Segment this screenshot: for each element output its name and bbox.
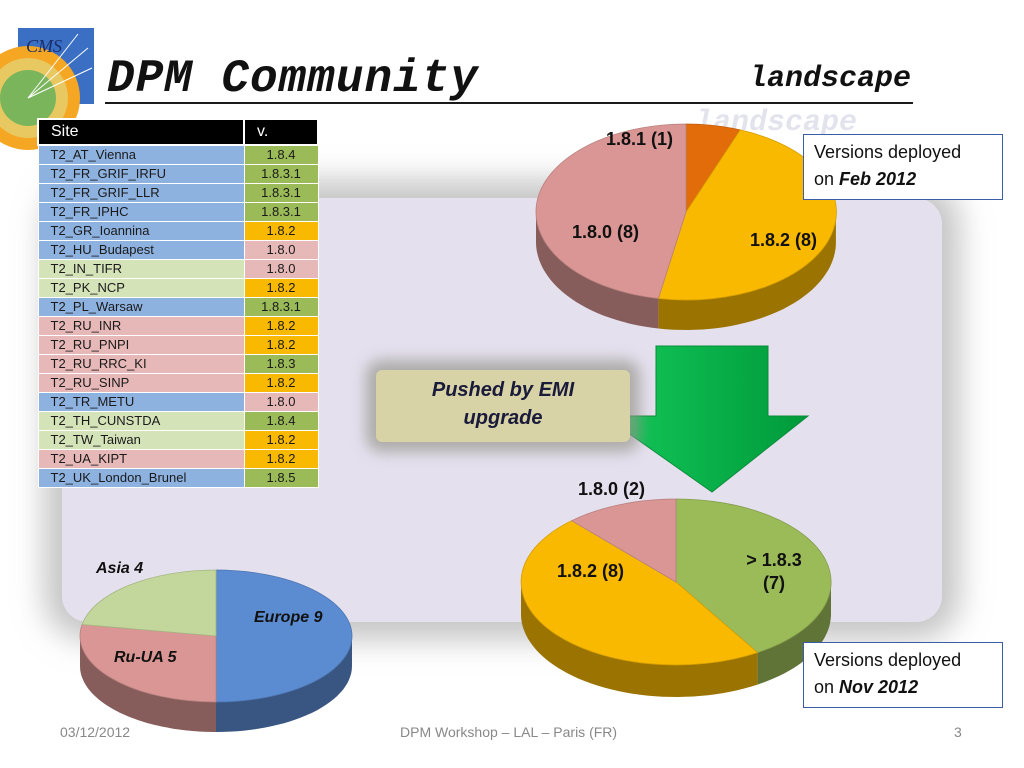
pie-region-label-europe: Europe 9 xyxy=(254,609,323,626)
site-cell: T2_TR_METU xyxy=(37,392,245,412)
callout-nov-line1: Versions deployed xyxy=(814,650,962,670)
cms-logo: CMS xyxy=(0,28,94,150)
table-header-row: Site v. xyxy=(37,118,319,146)
site-cell: T2_FR_GRIF_LLR xyxy=(37,183,245,203)
emi-line2: upgrade xyxy=(463,407,543,429)
title-sub: landscape xyxy=(748,62,911,96)
pie-feb-side-2 xyxy=(536,212,659,329)
emi-upgrade-box: Pushed by EMI upgrade xyxy=(376,370,630,442)
version-cell: 1.8.3.1 xyxy=(243,183,319,203)
pie-feb-label-181: 1.8.1 (1) xyxy=(606,129,674,149)
callout-feb-line2: on Feb 2012 xyxy=(814,166,992,193)
pie-nov-side-0 xyxy=(757,584,831,685)
pie-nov-label-182: 1.8.2 (8) xyxy=(557,561,625,581)
site-cell: T2_IN_TIFR xyxy=(37,259,245,279)
pie-nov-label-183-line2: (7) xyxy=(763,573,785,593)
table-row: T2_UK_London_Brunel 1.8.5 xyxy=(37,468,319,488)
site-cell: T2_HU_Budapest xyxy=(37,240,245,260)
version-cell: 1.8.0 xyxy=(243,259,319,279)
pie-region-side-1 xyxy=(80,636,216,732)
sites-table-body: T2_AT_Vienna 1.8.4 T2_FR_GRIF_IRFU 1.8.3.1 T… xyxy=(37,144,319,488)
table-row: T2_PL_Warsaw 1.8.3.1 xyxy=(37,297,319,317)
version-cell: 1.8.2 xyxy=(243,278,319,298)
table-row: T2_FR_GRIF_LLR 1.8.3.1 xyxy=(37,183,319,203)
pie-region-label-ruua: Ru-UA 5 xyxy=(114,649,177,666)
version-cell: 1.8.2 xyxy=(243,430,319,450)
table-row: T2_RU_SINP 1.8.2 xyxy=(37,373,319,393)
logo-text: CMS xyxy=(26,36,62,56)
version-cell: 1.8.2 xyxy=(243,221,319,241)
version-cell: 1.8.0 xyxy=(243,240,319,260)
pie-nov-side-1 xyxy=(521,582,758,697)
footer-page-number: 3 xyxy=(954,724,962,740)
version-cell: 1.8.5 xyxy=(243,468,319,488)
pie-region-slice-0 xyxy=(215,569,353,703)
table-row: T2_PK_NCP 1.8.2 xyxy=(37,278,319,298)
callout-nov-line2: on Nov 2012 xyxy=(814,674,992,701)
table-row: T2_RU_INR 1.8.2 xyxy=(37,316,319,336)
footer-date: 03/12/2012 xyxy=(60,724,131,740)
table-row: T2_TR_METU 1.8.0 xyxy=(37,392,319,412)
pie-feb-side-1 xyxy=(658,214,836,330)
site-cell: T2_TH_CUNSTDA xyxy=(37,411,245,431)
site-cell: T2_PL_Warsaw xyxy=(37,297,245,317)
site-column-header: Site xyxy=(37,118,245,146)
site-cell: T2_RU_SINP xyxy=(37,373,245,393)
callout-nov-prefix: on xyxy=(814,677,840,697)
sites-table: Site v. T2_AT_Vienna 1.8.4 T2_FR_GRIF_IRFU… xyxy=(37,118,319,488)
pie-nov-slice-2 xyxy=(570,498,677,583)
arrow-shape xyxy=(602,345,810,493)
version-cell: 1.8.3.1 xyxy=(243,297,319,317)
site-cell: T2_FR_GRIF_IRFU xyxy=(37,164,245,184)
version-column-header: v. xyxy=(243,118,319,146)
callout-nov-date: Nov 2012 xyxy=(839,677,919,697)
version-cell: 1.8.0 xyxy=(243,392,319,412)
pie-region-label-asia: Asia 4 xyxy=(96,560,144,577)
version-cell: 1.8.2 xyxy=(243,335,319,355)
version-cell: 1.8.3.1 xyxy=(243,202,319,222)
emi-line1: Pushed by EMI xyxy=(431,379,575,401)
callout-feb-date: Feb 2012 xyxy=(839,169,917,189)
pie-feb-label-182: 1.8.2 (8) xyxy=(750,230,818,250)
pie-nov-slice-1 xyxy=(520,520,759,666)
footer-title: DPM Workshop – LAL – Paris (FR) xyxy=(400,724,618,740)
pie-nov-label-183: > 1.8.3 (7) xyxy=(740,550,808,594)
pie-region-slice-2 xyxy=(81,569,217,637)
site-cell: T2_AT_Vienna xyxy=(37,144,245,165)
callout-feb-2012: Versions deployed on Feb 2012 xyxy=(803,134,1003,200)
pie-nov-slice-0 xyxy=(675,498,832,654)
callout-nov-2012: Versions deployed on Nov 2012 xyxy=(803,642,1003,708)
pie-nov-label-180: 1.8.0 (2) xyxy=(578,479,646,499)
pie-feb-slice-1 xyxy=(657,129,837,301)
callout-feb-line1: Versions deployed xyxy=(814,142,962,162)
pie-feb-label-180: 1.8.0 (8) xyxy=(572,222,640,242)
site-cell: T2_UK_London_Brunel xyxy=(37,468,245,488)
pie-nov-label-183-line1: > 1.8.3 xyxy=(746,550,802,570)
table-row: T2_HU_Budapest 1.8.0 xyxy=(37,240,319,260)
table-row: T2_FR_IPHC 1.8.3.1 xyxy=(37,202,319,222)
table-row: T2_TH_CUNSTDA 1.8.4 xyxy=(37,411,319,431)
table-row: T2_FR_GRIF_IRFU 1.8.3.1 xyxy=(37,164,319,184)
callout-feb-prefix: on xyxy=(814,169,840,189)
site-cell: T2_FR_IPHC xyxy=(37,202,245,222)
pie-feb-slice-2 xyxy=(535,123,687,299)
pie-region-side-0 xyxy=(216,636,352,732)
pie-region-slice-1 xyxy=(79,624,217,703)
site-cell: T2_RU_RRC_KI xyxy=(37,354,245,374)
table-row: T2_IN_TIFR 1.8.0 xyxy=(37,259,319,279)
table-row: T2_RU_RRC_KI 1.8.3 xyxy=(37,354,319,374)
title-main: DPM Community xyxy=(107,53,479,105)
slide-title: DPM Community landscape xyxy=(105,52,913,104)
